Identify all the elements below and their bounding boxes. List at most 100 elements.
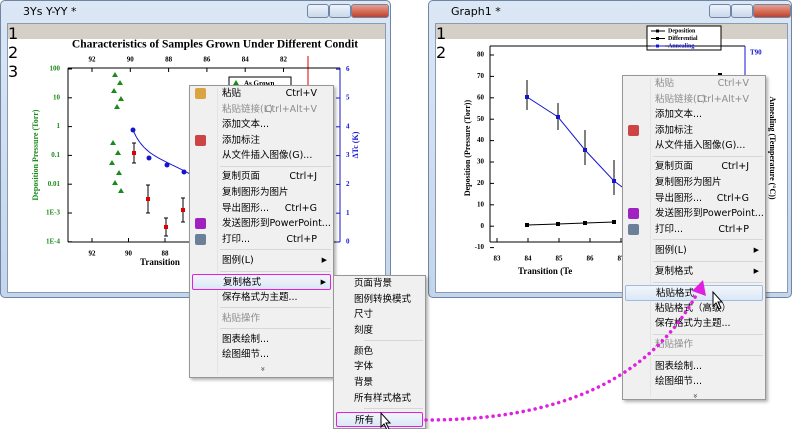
menu-item[interactable]: 字体 <box>336 359 423 375</box>
y2-tick-label: 2 <box>346 180 350 188</box>
minimize-button[interactable] <box>307 4 329 18</box>
minimize-button[interactable] <box>709 4 731 18</box>
separator <box>334 406 425 412</box>
menu-label: 图表绘制... <box>655 360 703 372</box>
legend-symbol <box>656 44 659 48</box>
menu-item[interactable]: 打印... Ctrl+P <box>625 222 763 238</box>
menu-label: 页面背景 <box>354 278 393 289</box>
menu-item[interactable]: 打印... Ctrl+P <box>192 232 331 248</box>
menu-label: 绘图细节... <box>222 349 270 361</box>
tab[interactable]: 2 <box>436 43 447 62</box>
legend-symbol <box>656 29 659 33</box>
menu-label: 所有样式格式 <box>354 392 412 404</box>
submenu-arrow: ▶ <box>753 267 759 276</box>
menu-label: 粘贴格式（高级） <box>655 302 732 314</box>
tab[interactable]: 1 <box>8 24 19 43</box>
menu-item[interactable]: 保存格式为主题... <box>192 290 331 306</box>
graph-title: Characteristics of Samples Grown Under D… <box>72 39 358 51</box>
menu-item[interactable]: 发送图形到PowerPoint... <box>625 206 764 222</box>
separator <box>623 353 765 359</box>
menu-item[interactable]: 页面背景 <box>336 276 423 292</box>
x-tick-label: 86 <box>587 255 595 263</box>
tab[interactable]: 2 <box>8 43 19 62</box>
menu-label: 图例转换模式 <box>354 293 412 305</box>
y-tick-label: 80 <box>477 51 485 59</box>
x-axis-label: Transition <box>140 257 180 267</box>
menu-item[interactable]: 图表绘制... <box>625 359 763 375</box>
menu-label: 图例(L) <box>655 244 687 256</box>
menu-item[interactable]: 所有 <box>336 411 423 428</box>
menu-icon <box>195 134 206 146</box>
menu-item[interactable]: 发送图形到PowerPoint... <box>192 216 331 232</box>
submenu-arrow: ▶ <box>321 255 327 264</box>
menu-label: 复制图形为图片 <box>655 177 722 189</box>
menu-label: 粘贴操作 <box>655 339 694 351</box>
close-button[interactable] <box>351 4 389 18</box>
top-tick-label: 92 <box>89 56 97 64</box>
menu-label: 从文件插入图像(G)... <box>655 140 746 152</box>
menu-item: 粘贴操作 <box>625 337 763 353</box>
y-tick-label: 1 <box>57 122 61 130</box>
black-line <box>526 221 615 226</box>
menu-item[interactable]: 粘贴格式（高级） <box>625 301 763 317</box>
menu-item[interactable]: 刻度 <box>336 323 423 339</box>
y-axis-label: Deposition Pressure (Torr) <box>31 109 40 200</box>
menu-item[interactable]: 复制格式 ▶ <box>192 274 331 290</box>
menu-item[interactable]: 复制格式 ▶ <box>625 264 763 280</box>
menu-item[interactable]: 添加文本... <box>625 107 763 123</box>
menu-item[interactable]: 复制图形为图片 <box>625 175 763 191</box>
separator <box>190 305 333 311</box>
menu-label: 保存格式为主题... <box>655 318 731 330</box>
context-menu: 粘贴 Ctrl+V 粘贴链接(L) Ctrl+Alt+V 添加文本... 添加标注 从文件插… <box>622 75 766 400</box>
menu-item[interactable]: 绘图细节... <box>625 374 763 390</box>
tab[interactable]: 1 <box>436 24 447 43</box>
menu-label: 图表绘制... <box>222 333 270 345</box>
menu-item[interactable]: 从文件插入图像(G)... <box>625 138 763 154</box>
menu-icon <box>628 124 639 136</box>
y-tick-label: 10 <box>53 93 61 101</box>
close-button[interactable] <box>753 4 791 18</box>
separator <box>623 332 765 338</box>
maximize-button[interactable] <box>731 4 753 18</box>
menu-item[interactable]: 导出图形... Ctrl+G <box>192 201 331 217</box>
menu-item[interactable]: 添加标注 <box>625 123 763 139</box>
menu-item[interactable]: 复制页面 Ctrl+J <box>192 169 331 185</box>
menu-item[interactable]: 复制图形为图片 <box>192 185 331 201</box>
y-tick-label: 70 <box>477 72 485 80</box>
x-tick-label: 83 <box>494 255 502 263</box>
menu-item[interactable]: 绘图细节... <box>192 347 331 363</box>
menu-item[interactable]: 添加标注 <box>192 133 331 149</box>
menu-item[interactable]: 复制页面 Ctrl+J <box>625 159 763 175</box>
tab[interactable]: 3 <box>8 62 19 81</box>
menu-item[interactable]: 图例(L) ▶ <box>625 243 763 259</box>
window-title: 3Ys Y-YY * <box>23 5 77 18</box>
y2-axis-label: ΔTc (K) <box>351 131 360 158</box>
legend-label: Differential <box>668 36 698 42</box>
y2-tick-label: 5 <box>346 94 350 102</box>
menu-item[interactable]: 颜色 <box>336 344 423 360</box>
menu-label: 绘图细节... <box>655 376 703 388</box>
menu-item[interactable]: 背景 <box>336 375 423 391</box>
menu-item[interactable]: 粘贴 Ctrl+V <box>192 86 331 102</box>
submenu-arrow: ▶ <box>320 278 326 287</box>
menu-item[interactable]: 从文件插入图像(G)... <box>192 148 331 164</box>
menu-label: 刻度 <box>354 324 374 336</box>
menu-item[interactable]: 尺寸 <box>336 307 423 323</box>
top-tick-label: 90 <box>127 56 135 64</box>
menu-item[interactable]: 图例转换模式 <box>336 292 423 308</box>
menu-item[interactable]: 图例(L) ▶ <box>192 253 331 269</box>
menu-icon <box>628 223 639 235</box>
shortcut: Ctrl+G <box>284 202 317 214</box>
separator <box>623 280 765 286</box>
menu-item[interactable]: 图表绘制... <box>192 332 331 348</box>
y-tick-label: 1E-3 <box>46 209 61 217</box>
menu-item[interactable]: 保存格式为主题... <box>625 316 763 332</box>
maximize-button[interactable] <box>329 4 351 18</box>
menu-item[interactable]: 粘贴格式 <box>625 285 763 301</box>
menu-item[interactable]: 导出图形... Ctrl+G <box>625 191 763 207</box>
menu-item[interactable]: 添加文本... <box>192 117 331 133</box>
separator <box>190 247 333 253</box>
menu-item[interactable]: 所有样式格式 <box>336 391 423 407</box>
